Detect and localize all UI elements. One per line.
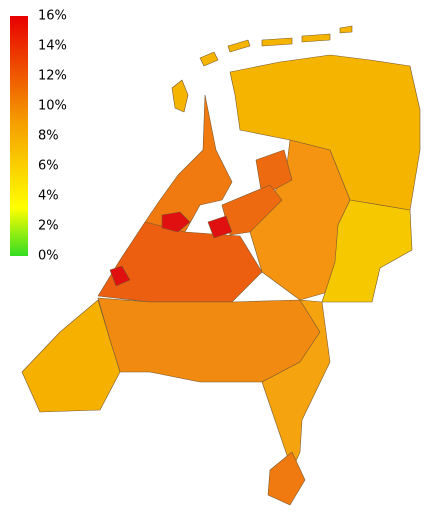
legend-label: 12% — [38, 69, 67, 84]
island — [261, 37, 293, 47]
legend-label: 2% — [38, 219, 59, 234]
region — [255, 149, 293, 197]
legend-label: 6% — [38, 159, 59, 174]
island — [171, 79, 189, 113]
city — [109, 265, 131, 287]
city — [207, 215, 233, 239]
island — [301, 33, 331, 43]
legend-label: 0% — [38, 249, 59, 264]
legend — [10, 16, 28, 256]
map — [21, 25, 421, 506]
legend-label: 14% — [38, 39, 67, 54]
legend-label: 4% — [38, 189, 59, 204]
region — [21, 299, 121, 413]
legend-label: 8% — [38, 129, 59, 144]
island — [227, 39, 251, 53]
color-bar — [10, 16, 28, 256]
island — [339, 25, 353, 34]
city — [161, 211, 191, 233]
region — [144, 94, 233, 233]
island — [199, 51, 219, 67]
region — [267, 451, 306, 506]
legend-label: 16% — [38, 9, 67, 24]
legend-label: 10% — [38, 99, 67, 114]
region — [229, 54, 421, 211]
region — [321, 199, 413, 303]
